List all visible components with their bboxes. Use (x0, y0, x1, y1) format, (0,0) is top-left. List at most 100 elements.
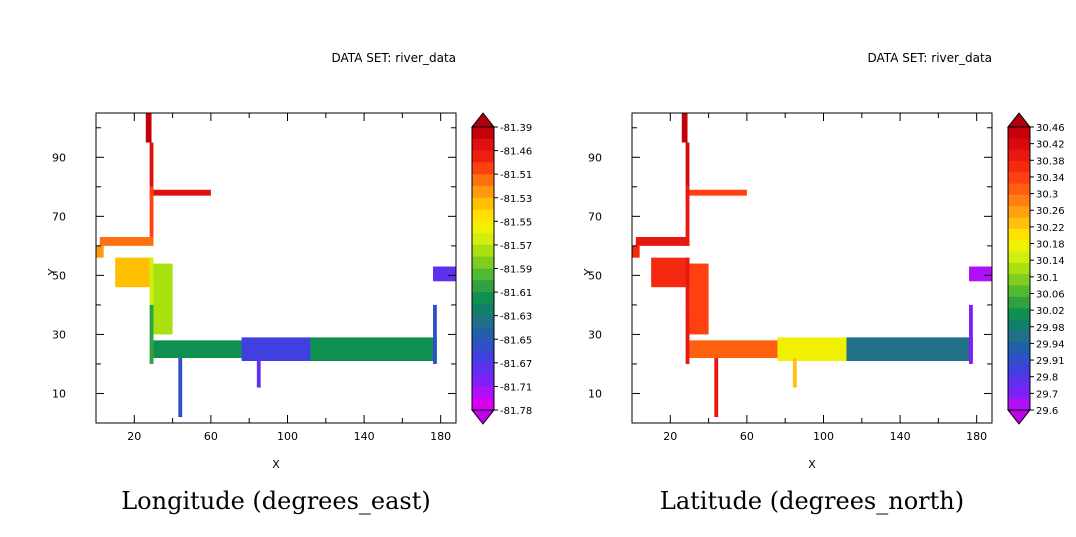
colorbar-band (1008, 319, 1030, 332)
colorbar-band (1008, 251, 1030, 264)
colorbar-label: 30.06 (1036, 289, 1065, 300)
colorbar-band (472, 351, 494, 364)
colorbar-band (472, 327, 494, 340)
colorbar-label: 29.94 (1036, 339, 1065, 350)
river-segment (178, 358, 183, 418)
colorbar-top-arrow (1006, 112, 1032, 128)
longitude-title: Longitude (degrees_east) (121, 487, 431, 515)
colorbar-band (472, 197, 494, 211)
river-segment (681, 113, 688, 143)
plot-frame (95, 112, 457, 424)
colorbar-label: 30.42 (1036, 140, 1065, 151)
colorbar-band (472, 162, 494, 175)
colorbar-label: 30.46 (1036, 123, 1065, 134)
river-segment (689, 340, 778, 359)
colorbar-label: -81.59 (500, 265, 532, 276)
colorbar-label: -81.53 (500, 194, 532, 205)
river-segment (310, 337, 437, 361)
river-segment (685, 186, 690, 246)
colorbar-label: -81.71 (500, 382, 532, 393)
colorbar-band (472, 292, 494, 305)
plot-frame (631, 112, 993, 424)
longitude-panel: DATA SET: river_data Longitude (degrees_… (46, 51, 532, 515)
colorbar-bottom-arrow (470, 409, 496, 425)
river-segment (651, 257, 690, 288)
colorbar-label: 29.91 (1036, 356, 1065, 367)
x-tick-label: 60 (204, 430, 218, 443)
colorbar-label: -81.46 (500, 147, 532, 158)
colorbar-label: -81.78 (500, 406, 532, 417)
x-axis-label-right: X (808, 458, 816, 471)
river-segment (685, 257, 690, 305)
y-tick-label: 30 (52, 328, 66, 341)
colorbar-band (472, 233, 494, 246)
colorbar-label: -81.55 (500, 217, 532, 228)
river-segment (969, 266, 992, 282)
colorbar-label: 29.7 (1036, 389, 1058, 400)
x-tick-label: 140 (354, 430, 375, 443)
river-segment (115, 257, 154, 288)
colorbar-band (472, 185, 494, 199)
colorbar-band (472, 127, 494, 140)
river-segment (149, 186, 154, 246)
river-segment (689, 263, 709, 335)
river-segment (635, 237, 690, 246)
river-segment (685, 142, 690, 187)
colorbar-band (1008, 194, 1030, 207)
colorbar-band (1008, 308, 1030, 320)
colorbar-band (1008, 217, 1030, 230)
river-segment (145, 113, 152, 143)
colorbar-band (1008, 364, 1030, 377)
colorbar-band (472, 244, 494, 258)
colorbar-band (472, 174, 494, 187)
colorbar-label: 30.22 (1036, 223, 1065, 234)
colorbar-label: -81.57 (500, 241, 532, 252)
colorbar-band (472, 268, 494, 281)
colorbar-label: 30.34 (1036, 173, 1065, 184)
y-tick-label: 30 (588, 328, 602, 341)
colorbar-band (1008, 398, 1030, 411)
colorbar-label: 30.38 (1036, 156, 1065, 167)
colorbar-label: 30.3 (1036, 190, 1058, 201)
river-segment (99, 237, 154, 246)
y-tick-label: 50 (588, 269, 602, 282)
colorbar-band (1008, 296, 1030, 309)
colorbar-label: 30.1 (1036, 273, 1058, 284)
y-tick-label: 90 (588, 151, 602, 164)
colorbar-band (1008, 376, 1030, 388)
river-segment (149, 304, 154, 364)
colorbar-band (1008, 274, 1030, 286)
colorbar-band (472, 209, 494, 222)
colorbar-band (472, 398, 494, 411)
colorbar-label: -81.61 (500, 288, 532, 299)
river-segment (777, 337, 847, 361)
colorbar-band (472, 138, 494, 152)
river-segment (256, 358, 261, 388)
x-tick-label: 180 (966, 430, 987, 443)
colorbar-band (1008, 160, 1030, 173)
colorbar-label: -81.51 (500, 170, 532, 181)
x-tick-label: 60 (740, 430, 754, 443)
colorbar-label: 29.6 (1036, 406, 1058, 417)
colorbar-label: -81.63 (500, 312, 532, 323)
x-tick-label: 20 (127, 430, 141, 443)
colorbar-label: 30.02 (1036, 306, 1065, 317)
y-tick-label: 70 (52, 210, 66, 223)
river-segment (149, 189, 211, 196)
x-tick-label: 100 (813, 430, 834, 443)
colorbar-label: 29.98 (1036, 323, 1065, 334)
colorbar-label: -81.39 (500, 123, 532, 134)
river-segment (792, 358, 797, 388)
colorbar-band (472, 362, 494, 376)
colorbar-label: 30.14 (1036, 256, 1065, 267)
colorbar-band (472, 303, 494, 317)
river-segment (153, 263, 173, 335)
x-tick-label: 140 (890, 430, 911, 443)
x-tick-label: 20 (663, 430, 677, 443)
colorbar-band (1008, 149, 1030, 162)
river-segment (241, 337, 311, 361)
colorbar-band (1008, 183, 1030, 196)
colorbar-band (1008, 330, 1030, 343)
y-tick-label: 10 (52, 387, 66, 400)
